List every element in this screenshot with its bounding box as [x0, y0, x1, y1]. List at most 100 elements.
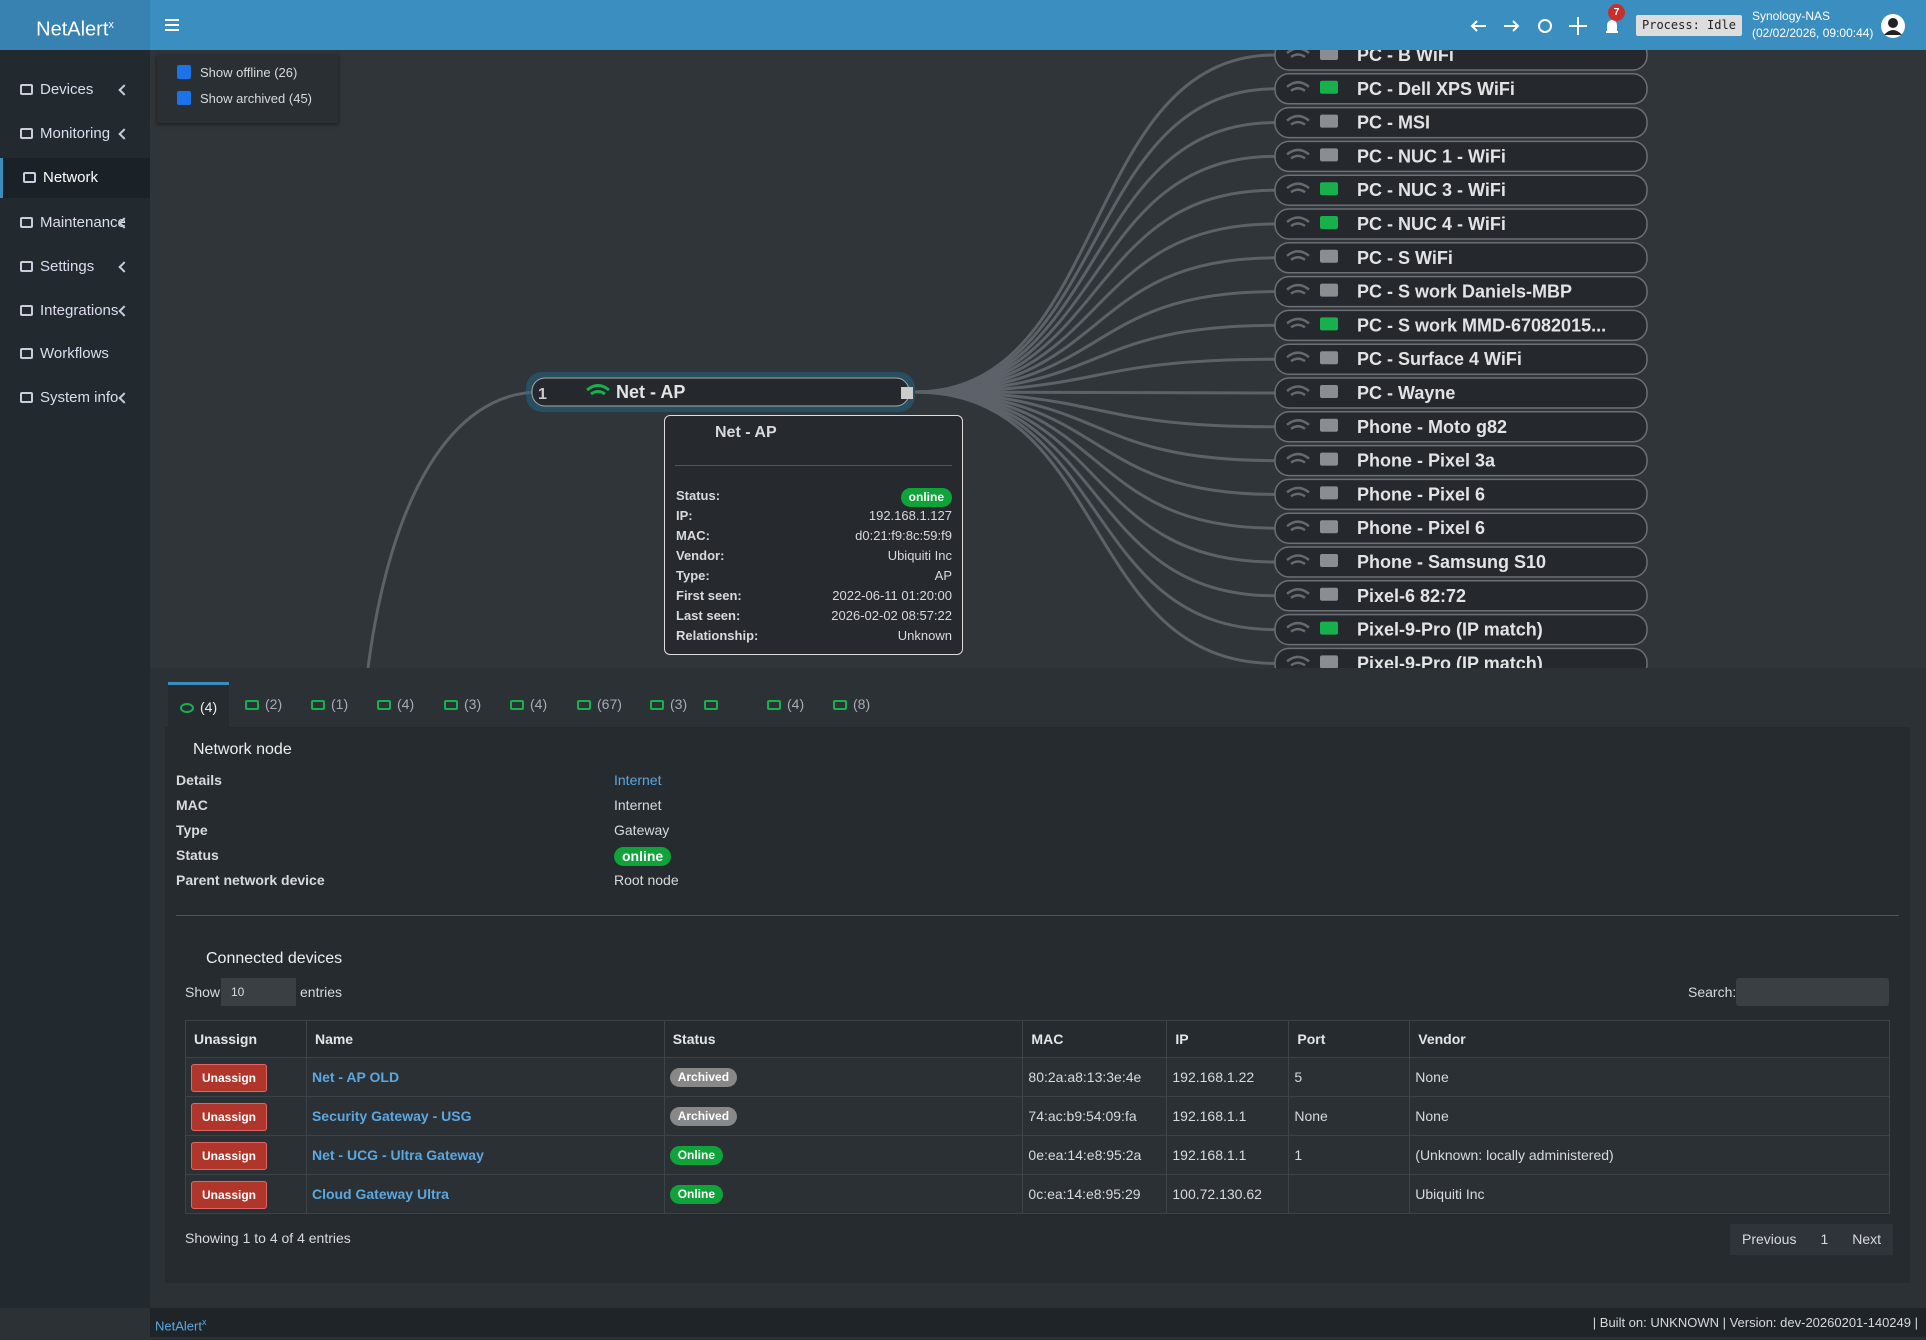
- search-input[interactable]: [1736, 978, 1889, 1006]
- leaf-node[interactable]: PC - NUC 1 - WiFi: [1274, 140, 1648, 173]
- leaf-node[interactable]: Phone - Samsung S10: [1274, 546, 1648, 578]
- leaf-node[interactable]: PC - S WiFi: [1274, 242, 1648, 274]
- page-button[interactable]: 1: [1820, 1231, 1829, 1247]
- tab[interactable]: (4): [365, 682, 426, 727]
- device-icon: [1320, 182, 1338, 196]
- link: [914, 390, 1276, 564]
- unassign-button[interactable]: Unassign: [191, 1103, 268, 1131]
- page-button[interactable]: Previous: [1742, 1231, 1797, 1247]
- tab[interactable]: (1): [299, 682, 360, 727]
- detail-value[interactable]: Internet: [614, 772, 662, 788]
- tab[interactable]: (2): [233, 682, 294, 727]
- leaf-node[interactable]: Phone - Moto g82: [1274, 411, 1648, 443]
- cell-text: 192.168.1.1: [1172, 1147, 1247, 1163]
- leaf-node[interactable]: PC - Dell XPS WiFi: [1274, 73, 1648, 105]
- leaf-box: [1274, 242, 1648, 274]
- nav-item[interactable]: Integrations: [0, 291, 150, 331]
- table-cell: 80:2a:a8:13:3e:4e: [1022, 1057, 1168, 1097]
- page-button[interactable]: Next: [1852, 1231, 1882, 1247]
- root-node[interactable]: 1 Net - AP: [526, 372, 915, 412]
- leaf-node[interactable]: Pixel-9-Pro (IP match): [1274, 647, 1648, 668]
- top-icons[interactable]: [1468, 14, 1628, 38]
- table-cell: Net - UCG - Ultra Gateway: [305, 1135, 665, 1175]
- link: [914, 121, 1276, 394]
- column-header[interactable]: Port: [1288, 1020, 1411, 1058]
- tab[interactable]: (67): [565, 682, 634, 727]
- cell-text: None: [1415, 1108, 1449, 1124]
- leaf-node[interactable]: Phone - Pixel 6: [1274, 512, 1648, 544]
- leaf-node[interactable]: PC - MSI: [1274, 106, 1648, 139]
- leaf-node[interactable]: Pixel-6 82:72: [1274, 580, 1648, 612]
- field-label: Last seen:: [676, 608, 741, 623]
- user-avatar[interactable]: [1880, 13, 1906, 39]
- nav-icon: [20, 392, 33, 403]
- device-link[interactable]: Security Gateway - USG: [311, 1108, 472, 1124]
- column-header[interactable]: Vendor: [1409, 1020, 1890, 1058]
- column-header[interactable]: Name: [305, 1020, 665, 1058]
- root-box: [531, 377, 910, 407]
- nav-item[interactable]: Settings: [0, 247, 150, 287]
- tab[interactable]: (4): [168, 682, 230, 727]
- leaf-node[interactable]: PC - NUC 4 - WiFi: [1274, 208, 1648, 240]
- tab[interactable]: (3): [638, 682, 699, 727]
- device-icon: [1320, 452, 1338, 466]
- nav-item[interactable]: Workflows: [0, 334, 150, 374]
- filter-option[interactable]: Show archived (45): [177, 90, 312, 107]
- device-link[interactable]: Net - AP OLD: [311, 1069, 400, 1085]
- tab-label: (8): [853, 696, 871, 712]
- leaf-box: [1274, 50, 1648, 71]
- nav-item[interactable]: Monitoring: [0, 114, 150, 154]
- checkbox: [177, 65, 191, 79]
- leaf-node[interactable]: Phone - Pixel 3a: [1274, 444, 1648, 477]
- leaf-node[interactable]: Phone - Pixel 6: [1274, 478, 1648, 511]
- leaf-node[interactable]: PC - B WiFi: [1274, 50, 1648, 71]
- unassign-button[interactable]: Unassign: [191, 1064, 268, 1092]
- tab[interactable]: (3): [432, 682, 493, 727]
- column-header[interactable]: Status: [663, 1020, 1024, 1058]
- leaf-node[interactable]: PC - S work MMD-67082015...: [1274, 309, 1648, 342]
- leaf-label: PC - NUC 4 - WiFi: [1357, 214, 1506, 234]
- table-cell: 0e:ea:14:e8:95:2a: [1022, 1135, 1168, 1175]
- page-size-select[interactable]: 10: [221, 978, 296, 1006]
- tab[interactable]: (8): [821, 682, 882, 727]
- device-link[interactable]: Net - UCG - Ultra Gateway: [311, 1147, 484, 1163]
- leaf-box: [1274, 444, 1648, 477]
- nav-item[interactable]: Devices: [0, 70, 150, 110]
- leaf-node[interactable]: PC - Surface 4 WiFi: [1274, 343, 1648, 375]
- checkbox: [177, 91, 191, 105]
- device-link[interactable]: Cloud Gateway Ultra: [311, 1186, 449, 1202]
- column-header[interactable]: IP: [1166, 1020, 1290, 1058]
- root-count: 1: [538, 386, 547, 403]
- link: [914, 390, 1276, 598]
- leaf-label: PC - MSI: [1357, 113, 1430, 133]
- tab[interactable]: (4): [755, 682, 816, 727]
- unassign-button[interactable]: Unassign: [191, 1142, 268, 1170]
- filter-option[interactable]: Show offline (26): [177, 64, 297, 81]
- detail-label: Parent network device: [176, 872, 325, 888]
- nav-arrow: [118, 128, 130, 140]
- nav-item[interactable]: Network: [0, 158, 150, 198]
- column-header[interactable]: MAC: [1022, 1020, 1168, 1058]
- device-icon: [1320, 216, 1338, 229]
- footer-brand[interactable]: NetAlertx: [155, 1308, 206, 1340]
- nav-icon: [20, 305, 33, 316]
- menu-toggle[interactable]: [164, 17, 180, 33]
- leaf-node[interactable]: PC - Wayne: [1274, 377, 1648, 409]
- table-cell: 192.168.1.1: [1166, 1096, 1290, 1136]
- notification-badge[interactable]: 7: [1608, 4, 1625, 21]
- entries-label: entries: [300, 984, 343, 1000]
- separator: [675, 465, 952, 466]
- tab[interactable]: (4): [498, 682, 559, 727]
- pagination: Previous 1 Next: [1730, 1224, 1894, 1255]
- nav-item[interactable]: Maintenance: [0, 203, 150, 243]
- leaf-node[interactable]: PC - S work Daniels-MBP: [1274, 275, 1648, 308]
- leaf-box: [1274, 613, 1648, 646]
- field-value: Unknown: [897, 628, 952, 643]
- brand[interactable]: NetAlertx: [0, 0, 150, 50]
- leaf-node[interactable]: PC - NUC 3 - WiFi: [1274, 174, 1648, 206]
- device-icon: [1320, 621, 1338, 635]
- nav-item[interactable]: System info: [0, 378, 150, 418]
- leaf-node[interactable]: Pixel-9-Pro (IP match): [1274, 613, 1648, 646]
- tab[interactable]: [692, 682, 736, 727]
- unassign-button[interactable]: Unassign: [191, 1181, 268, 1209]
